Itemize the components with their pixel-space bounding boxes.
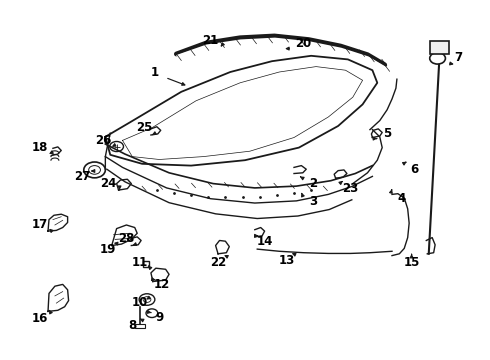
- FancyBboxPatch shape: [430, 41, 449, 54]
- FancyBboxPatch shape: [135, 324, 145, 328]
- Text: 25: 25: [136, 121, 153, 134]
- Text: 22: 22: [210, 256, 226, 269]
- Text: 21: 21: [202, 34, 219, 47]
- Text: 24: 24: [100, 177, 117, 190]
- Text: 15: 15: [403, 256, 420, 269]
- Text: 4: 4: [398, 192, 406, 204]
- Text: 19: 19: [99, 243, 116, 256]
- Text: 3: 3: [310, 195, 318, 208]
- Text: 6: 6: [410, 163, 418, 176]
- Text: 28: 28: [118, 232, 135, 245]
- Text: 16: 16: [32, 312, 49, 325]
- Text: 10: 10: [131, 296, 148, 309]
- Text: 12: 12: [153, 278, 170, 291]
- Text: 13: 13: [278, 255, 295, 267]
- Text: 14: 14: [256, 235, 273, 248]
- Text: 11: 11: [131, 256, 148, 269]
- Text: 8: 8: [128, 319, 136, 332]
- Text: 7: 7: [454, 51, 462, 64]
- Text: 18: 18: [32, 141, 49, 154]
- Text: 27: 27: [74, 170, 91, 183]
- Text: 5: 5: [383, 127, 391, 140]
- Text: 17: 17: [32, 219, 49, 231]
- Text: 9: 9: [155, 311, 163, 324]
- Text: 26: 26: [95, 134, 111, 147]
- Text: 23: 23: [342, 183, 359, 195]
- Text: 2: 2: [310, 177, 318, 190]
- Text: 20: 20: [294, 37, 311, 50]
- Text: 1: 1: [150, 66, 158, 78]
